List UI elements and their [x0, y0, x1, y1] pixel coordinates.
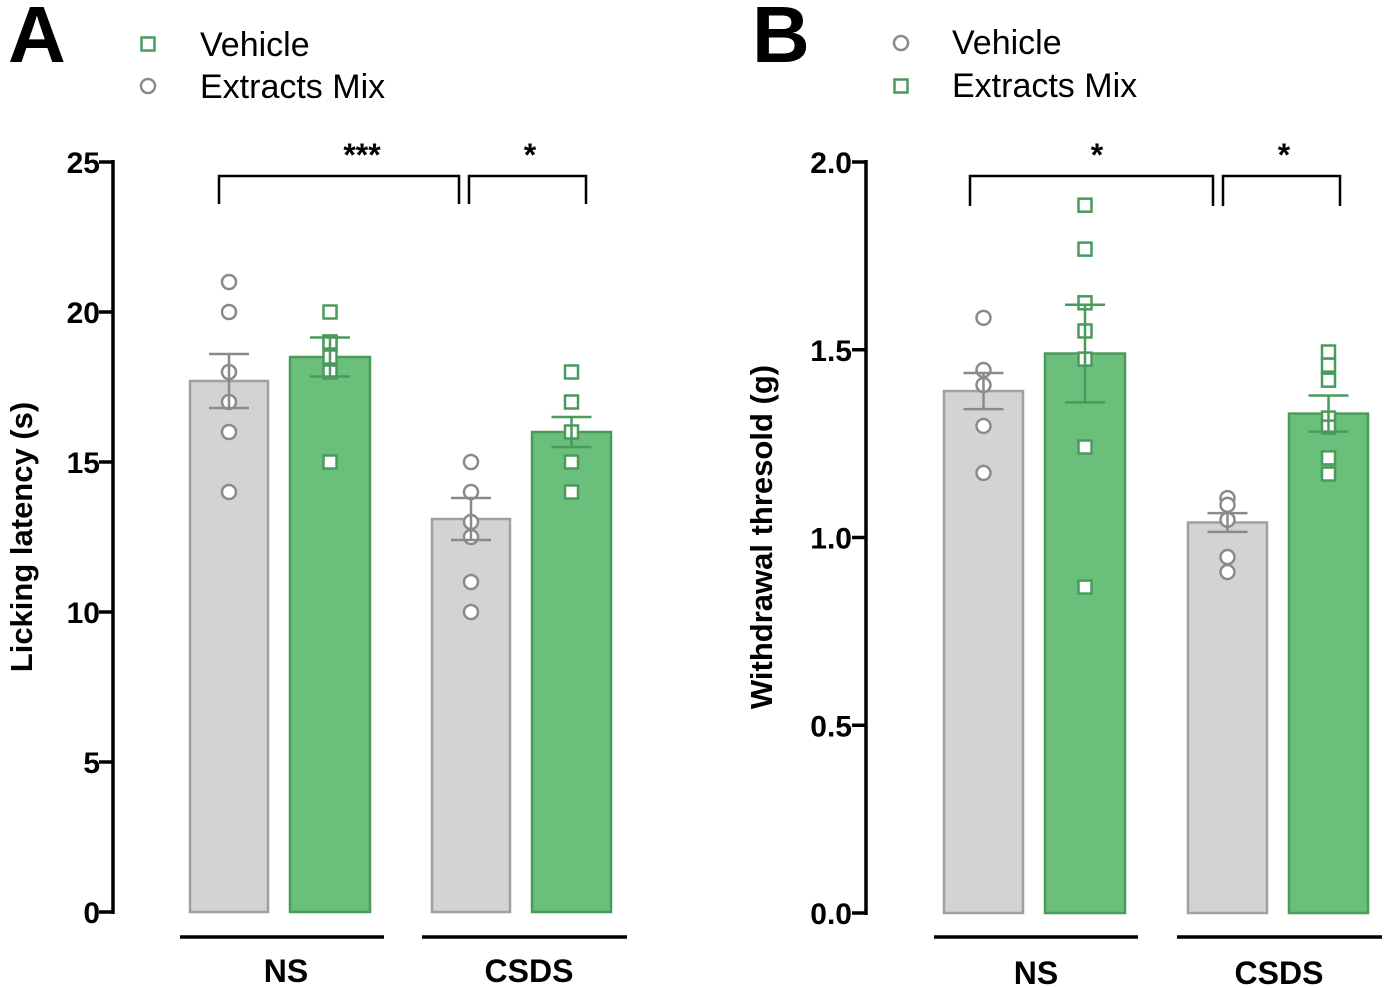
y-tick-label: 10 — [67, 597, 100, 630]
panel-a: A Vehicle Extracts Mix Licking latency (… — [4, 0, 627, 988]
y-tick-label: 2.0 — [810, 147, 852, 180]
data-point — [1219, 496, 1236, 514]
y-axis-label-a: Licking latency (s) — [4, 402, 39, 672]
y-tick-label: 5 — [83, 747, 100, 780]
data-point — [220, 423, 238, 441]
y-axis-label-b: Withdrawal thresold (g) — [744, 365, 779, 709]
data-point — [563, 484, 580, 500]
bar-extracts-mix-ns — [288, 355, 372, 914]
data-point — [1077, 241, 1093, 257]
data-point — [1320, 450, 1337, 466]
data-point — [563, 364, 580, 380]
data-point — [563, 394, 580, 410]
group-label-a-ns: NS — [264, 953, 308, 988]
significance-bracket — [217, 174, 461, 204]
bar-extracts-mix-csds — [1287, 412, 1370, 915]
panel-b: B Vehicle Extracts Mix Withdrawal threso… — [744, 0, 1382, 988]
significance-b-0: * — [1091, 137, 1104, 173]
significance-a-1: * — [524, 137, 537, 173]
data-point — [1320, 344, 1337, 360]
data-point — [1320, 466, 1337, 482]
bar-vehicle-csds — [1186, 521, 1269, 915]
group-label-b-csds: CSDS — [1235, 955, 1324, 988]
data-point — [322, 304, 338, 320]
y-tick-label: 1.5 — [810, 335, 852, 368]
y-tick-label: 0.5 — [810, 710, 852, 743]
y-tick-label: 15 — [67, 447, 100, 480]
y-tick-label: 0.0 — [810, 898, 852, 931]
significance-bracket — [968, 174, 1215, 206]
data-point — [220, 483, 238, 501]
significance-bracket — [1221, 174, 1342, 206]
data-point — [1219, 563, 1236, 581]
data-point — [1320, 372, 1337, 388]
data-point — [462, 573, 480, 591]
data-point — [975, 309, 992, 327]
legend-marker-square-icon — [893, 78, 909, 94]
data-point — [462, 603, 480, 621]
significance-b-1: * — [1278, 137, 1291, 173]
data-point — [975, 417, 992, 435]
bar-vehicle-ns — [188, 379, 270, 914]
y-tick-label: 25 — [67, 147, 100, 180]
legend-marker-circle-icon — [139, 77, 157, 95]
data-point — [563, 454, 580, 470]
bar-extracts-mix-csds — [530, 430, 613, 914]
data-point — [1077, 439, 1093, 455]
panel-letter-a: A — [8, 0, 66, 79]
legend-a-item-0: Vehicle — [200, 26, 310, 64]
legend-marker-square-icon — [140, 36, 156, 52]
data-point — [1219, 548, 1236, 566]
data-point — [462, 453, 480, 471]
data-point — [975, 464, 992, 482]
y-tick-label: 20 — [67, 297, 100, 330]
data-point — [322, 454, 338, 470]
data-point — [1077, 579, 1093, 595]
group-label-a-csds: CSDS — [485, 953, 574, 988]
data-point — [1077, 197, 1093, 213]
group-label-b-ns: NS — [1014, 955, 1058, 988]
significance-bracket — [467, 174, 588, 204]
legend-b-item-1: Extracts Mix — [952, 67, 1137, 105]
data-point — [1320, 357, 1337, 373]
legend-a-item-1: Extracts Mix — [200, 68, 385, 106]
legend-marker-circle-icon — [892, 34, 910, 52]
y-tick-label: 1.0 — [810, 523, 852, 556]
significance-a-0: *** — [343, 137, 381, 173]
y-tick-label: 0 — [83, 897, 100, 930]
bar-extracts-mix-ns — [1043, 352, 1127, 915]
data-point — [220, 303, 238, 321]
panel-letter-b: B — [752, 0, 810, 79]
data-point — [220, 273, 238, 291]
legend-b-item-0: Vehicle — [952, 24, 1062, 62]
